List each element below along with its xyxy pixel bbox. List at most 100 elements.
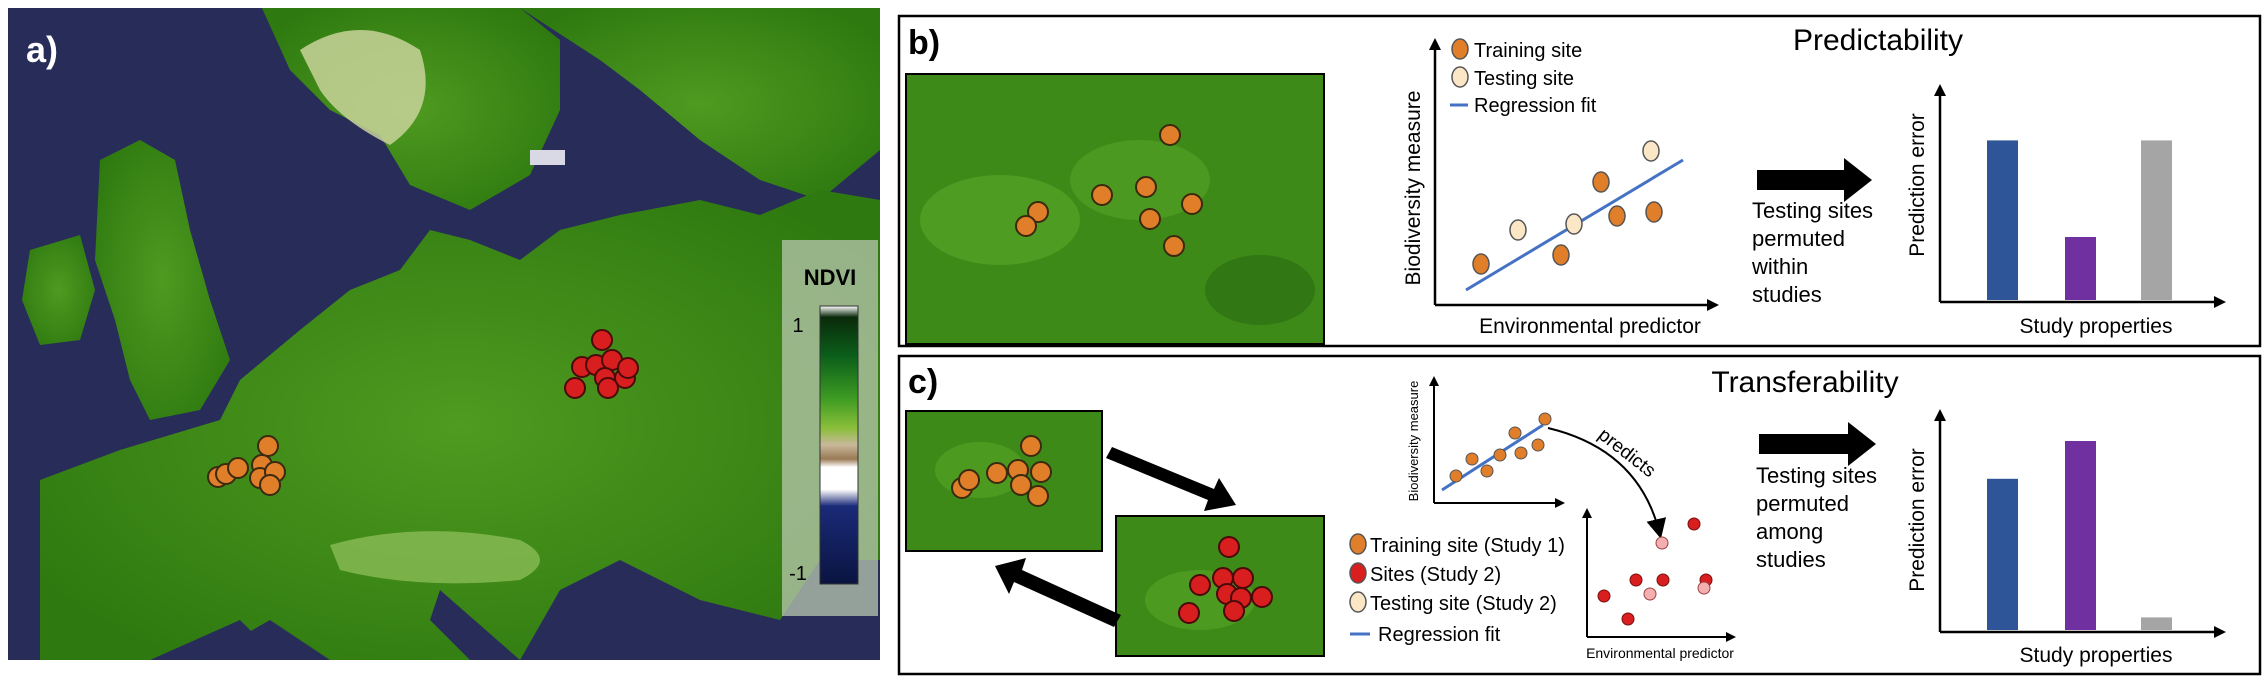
study-2-site-point	[1621, 612, 1635, 626]
site-marker	[597, 377, 619, 399]
training-site-point	[1480, 464, 1494, 478]
bar-x-arrowhead	[2214, 626, 2226, 638]
arrow-text-line: within	[1751, 254, 1808, 279]
panel-b-inset-map	[905, 73, 1325, 345]
testing-site-point	[1655, 536, 1669, 550]
bar-purple	[2065, 441, 2096, 630]
site-marker	[1015, 215, 1037, 237]
testing-site-legend-label: Testing site	[1474, 68, 1574, 90]
bar-y-arrowhead	[1934, 409, 1946, 421]
training-site-point	[1514, 446, 1528, 460]
study-2-site-point	[1656, 573, 1670, 587]
training-site-point	[1538, 412, 1552, 426]
arrow-text-line: Testing sites	[1756, 463, 1877, 488]
bar-x-arrowhead	[2214, 296, 2226, 308]
scatter-y-arrowhead	[1582, 508, 1592, 518]
site-marker	[1178, 602, 1200, 624]
bar-gray	[2141, 617, 2172, 630]
training-site-legend-label: Training site (Study 1)	[1370, 535, 1565, 557]
site-marker	[1027, 485, 1049, 507]
study-2-site-point	[1687, 517, 1701, 531]
scatter-x-label: Environmental predictor	[1479, 315, 1701, 338]
scatter-y-label: Biodiversity measure	[1402, 91, 1425, 286]
arrow-text-line: among	[1756, 519, 1823, 544]
inset-map-texture	[1205, 255, 1315, 325]
panel-c-bar-chart: Prediction error Study properties	[1906, 409, 2226, 667]
testing-site-point	[1643, 587, 1657, 601]
site-marker	[1251, 586, 1273, 608]
arrow-text-line: Testing sites	[1752, 198, 1873, 223]
panel-c-upper-scatter: Biodiversity measure predicts	[1406, 376, 1667, 539]
predicts-label: predicts	[1594, 424, 1659, 482]
predicts-curve-arrow	[1547, 427, 1667, 539]
bar-y-label: Prediction error	[1906, 448, 1929, 592]
bar-purple	[2065, 237, 2096, 300]
continental-land	[40, 190, 880, 660]
panel-b-title: Predictability	[1793, 24, 1963, 57]
panel-a-label: a)	[26, 29, 58, 70]
training-site-point	[1552, 244, 1570, 266]
scatter-x-arrowhead	[1707, 299, 1719, 311]
regression-fit-legend-label: Regression fit	[1378, 624, 1501, 646]
site-marker	[257, 435, 279, 457]
panel-c-label: c)	[908, 363, 938, 401]
site-marker	[1223, 600, 1245, 622]
training-site-point	[1592, 171, 1610, 193]
site-marker	[564, 377, 586, 399]
bar-gray	[2141, 140, 2172, 300]
site-marker	[1189, 574, 1211, 596]
alps	[330, 531, 540, 584]
transfer-arrow-back	[995, 558, 1121, 627]
arrow-text-line: studies	[1756, 547, 1826, 572]
testing-site-point	[1697, 581, 1711, 595]
map-sites-cluster-2	[564, 329, 639, 399]
bar-x-label: Study properties	[2020, 644, 2173, 667]
finland-baltic-land	[520, 8, 880, 200]
bar-x-label: Study properties	[2020, 315, 2173, 338]
panel-c-title: Transferability	[1711, 366, 1898, 399]
scatter-y-label: Biodiversity measure	[1406, 381, 1421, 502]
lake	[530, 150, 565, 165]
testing-site-point	[1642, 140, 1660, 162]
testing-site-point	[1509, 219, 1527, 241]
site-marker	[986, 462, 1008, 484]
bar-blue	[1987, 478, 2018, 630]
arrow-text-line: permuted	[1756, 491, 1849, 516]
site-marker	[591, 329, 613, 351]
site-marker	[227, 457, 249, 479]
site-marker	[617, 357, 639, 379]
site-marker	[1020, 435, 1042, 457]
site-marker	[1232, 567, 1254, 589]
site-marker	[1163, 235, 1185, 257]
bar-y-arrowhead	[1934, 84, 1946, 96]
testing-site-legend-marker	[1451, 66, 1469, 88]
scatter-x-arrowhead	[1555, 498, 1565, 508]
scatter-y-arrowhead	[1429, 38, 1441, 50]
training-site-point	[1508, 426, 1522, 440]
study-2-sites-legend-marker	[1349, 562, 1367, 584]
panel-b-label: b)	[908, 24, 940, 62]
panel-b-process-arrow	[1757, 158, 1872, 202]
arrow-text-line: permuted	[1752, 226, 1845, 251]
panel-b-scatter: Biodiversity measure Environmental predi…	[1402, 38, 1719, 338]
site-marker	[1181, 193, 1203, 215]
panel-c-lower-scatter: Environmental predictor	[1582, 508, 1736, 661]
ndvi-max-label: 1	[792, 315, 803, 337]
ireland-land	[22, 235, 95, 345]
ndvi-legend: NDVI 1 -1	[782, 240, 878, 616]
transfer-arrow-forward	[1106, 447, 1236, 511]
training-site-point	[1493, 448, 1507, 462]
mountains	[300, 30, 426, 145]
testing-site-legend-label: Testing site (Study 2)	[1370, 593, 1557, 615]
study-2-site-point	[1597, 589, 1611, 603]
ndvi-legend-title: NDVI	[804, 265, 857, 290]
panel-c-legend: Training site (Study 1) Sites (Study 2) …	[1349, 533, 1565, 646]
scatter-y-arrowhead	[1429, 376, 1439, 386]
study-2-sites-legend-label: Sites (Study 2)	[1370, 564, 1501, 586]
map-sites-cluster-1	[207, 435, 286, 496]
europe-map	[8, 8, 880, 660]
mediterranean-sea	[200, 620, 330, 660]
panel-c-frame	[897, 354, 2262, 676]
scatter-x-label: Environmental predictor	[1586, 645, 1734, 661]
panel-c-inset-map-study-2	[1115, 515, 1325, 657]
